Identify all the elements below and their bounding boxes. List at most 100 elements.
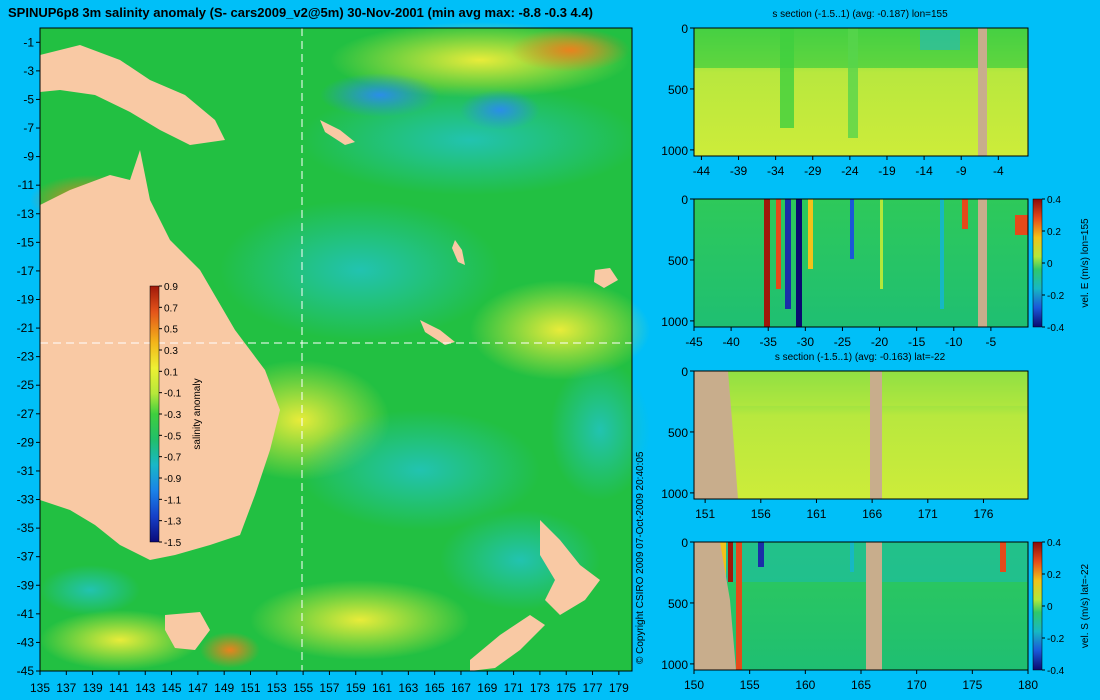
vel-e-colorbar-bar xyxy=(1032,198,1043,328)
section-x-tick-label: -29 xyxy=(804,164,822,178)
s-section-lon155-title: s section (-1.5..1) (avg: -0.187) lon=15… xyxy=(772,9,948,20)
section-x-tick-label: -24 xyxy=(841,164,859,178)
map-y-tick-label: -33 xyxy=(17,493,35,507)
salinity-colorbar-bar xyxy=(149,285,160,543)
map-x-tick-label: 165 xyxy=(425,681,445,695)
map-y-tick-label: -27 xyxy=(17,407,35,421)
vel-colorbar-tick-label: 0.2 xyxy=(1047,227,1061,238)
salinity-colorbar: 0.9 0.7 0.5 0.3 0.1 -0.1 -0.3 -0.5 -0.7 -0.9 -1.1 -… xyxy=(149,282,203,549)
section-x-tick-label: -34 xyxy=(767,164,785,178)
map-y-tick-label: -1 xyxy=(23,35,34,49)
vel-colorbar-tick-label: 0.4 xyxy=(1047,538,1061,549)
salinity-colorbar-tick-label: -0.3 xyxy=(164,410,182,421)
solomon-islands xyxy=(320,120,355,145)
salinity-colorbar-tick-label: -0.1 xyxy=(164,389,182,400)
section-y-tick-label: 0 xyxy=(681,193,688,207)
map-x-tick-label: 161 xyxy=(372,681,392,695)
tasmania xyxy=(165,612,210,650)
map-x-tick-label: 179 xyxy=(609,681,629,695)
vel-colorbar-tick-label: 0 xyxy=(1047,259,1053,270)
map-x-tick-label: 155 xyxy=(293,681,313,695)
vel-colorbar-tick-label: 0.2 xyxy=(1047,570,1061,581)
salinity-colorbar-tick-label: 0.5 xyxy=(164,325,178,336)
figure-title: SPINUP6p8 3m salinity anomaly (S- cars20… xyxy=(8,5,593,20)
map-x-tick-label: 167 xyxy=(451,681,471,695)
map-y-tick-label: -11 xyxy=(18,178,35,192)
map-x-tick-label: 143 xyxy=(135,681,155,695)
s-section-lat-22-panel: s section (-1.5..1) (avg: -0.163) lat=-2… xyxy=(661,352,1029,521)
salinity-colorbar-label: salinity anomaly xyxy=(192,378,203,449)
vel-colorbar-tick-label: -0.2 xyxy=(1047,291,1065,302)
section-y-tick-label: 500 xyxy=(668,426,688,440)
vel-s-lat-22-land-mid xyxy=(866,542,882,670)
map-y-tick-label: -37 xyxy=(17,550,35,564)
section-x-tick-label: -40 xyxy=(722,335,740,349)
section-x-tick-label: -10 xyxy=(945,335,963,349)
section-x-tick-label: 155 xyxy=(740,678,760,692)
vel-s-colorbar-label: vel. S (m/s) lat=-22 xyxy=(1080,563,1091,648)
map-y-tick-label: -21 xyxy=(17,321,35,335)
map-y-tick-label: -23 xyxy=(17,350,35,364)
section-x-tick-label: -4 xyxy=(993,164,1004,178)
new-zealand-north xyxy=(540,520,600,615)
map-y-tick-label: -5 xyxy=(23,92,34,106)
vel-e-lon155-land xyxy=(978,199,987,327)
section-y-tick-label: 1000 xyxy=(661,144,688,158)
australia xyxy=(40,150,280,560)
copyright-text: © Copyright CSIRO 2009 07-Oct-2009 20:40… xyxy=(635,451,646,664)
s-section-lat-22-land-west xyxy=(694,371,738,499)
section-y-tick-label: 1000 xyxy=(661,487,688,501)
vel-s-lat-22-field xyxy=(694,542,1028,670)
new-caledonia xyxy=(420,320,455,345)
vel-colorbar-tick-label: -0.4 xyxy=(1047,323,1065,334)
map-y-tick-label: -43 xyxy=(17,635,35,649)
map-y-tick-label: -7 xyxy=(23,121,34,135)
section-x-tick-label: 161 xyxy=(806,507,826,521)
salinity-colorbar-tick-label: 0.7 xyxy=(164,303,178,314)
vel-colorbar-tick-label: 0.4 xyxy=(1047,195,1061,206)
vel-colorbar-tick-label: -0.4 xyxy=(1047,666,1065,677)
section-x-tick-label: -25 xyxy=(834,335,852,349)
map-x-tick-label: 149 xyxy=(214,681,234,695)
map-x-tick-label: 145 xyxy=(162,681,182,695)
map-frame xyxy=(39,27,633,672)
map-y-tick-label: -45 xyxy=(17,664,35,678)
salinity-colorbar-tick-label: 0.3 xyxy=(164,346,178,357)
section-y-tick-label: 0 xyxy=(681,365,688,379)
section-x-tick-label: -15 xyxy=(908,335,926,349)
salinity-colorbar-tick-label: -1.1 xyxy=(164,495,182,506)
map-x-tick-label: 173 xyxy=(530,681,550,695)
vel-s-lat-22-panel: 150 155 160 165 170 175 180 0 500 1000 0.4 0.2 0 -0.… xyxy=(661,536,1091,692)
vanuatu xyxy=(452,240,465,265)
section-x-tick-label: 175 xyxy=(962,678,982,692)
salinity-colorbar-tick-label: -0.7 xyxy=(164,453,182,464)
salinity-colorbar-tick-label: -0.9 xyxy=(164,474,182,485)
map-x-tick-label: 177 xyxy=(583,681,603,695)
section-x-tick-label: -19 xyxy=(878,164,896,178)
vel-s-colorbar-ticks: 0.4 0.2 0 -0.2 -0.4 xyxy=(1042,538,1065,677)
map-x-tick-label: 153 xyxy=(267,681,287,695)
section-x-tick-label: 156 xyxy=(751,507,771,521)
s-section-lat-22-axes: 151 156 161 166 171 176 0 500 1000 xyxy=(661,365,994,521)
map-y-tick-label: -19 xyxy=(17,292,35,306)
vel-e-colorbar-ticks: 0.4 0.2 0 -0.2 -0.4 xyxy=(1042,195,1065,334)
section-y-tick-label: 500 xyxy=(668,597,688,611)
vel-e-colorbar-label: vel. E (m/s) lon=155 xyxy=(1080,218,1091,308)
map-x-axis: 135 137 139 141 143 145 147 149 151 153 155 157 159 1… xyxy=(30,671,629,695)
section-x-tick-label: 180 xyxy=(1018,678,1038,692)
salinity-colorbar-tick-label: 0.9 xyxy=(164,282,178,293)
section-x-tick-label: 170 xyxy=(907,678,927,692)
map-y-tick-label: -13 xyxy=(17,207,35,221)
new-guinea xyxy=(40,45,225,145)
map-y-tick-label: -41 xyxy=(17,607,35,621)
section-x-tick-label: -9 xyxy=(956,164,967,178)
map-x-tick-label: 157 xyxy=(319,681,339,695)
map-x-tick-label: 175 xyxy=(556,681,576,695)
section-y-tick-label: 0 xyxy=(681,22,688,36)
salinity-colorbar-tick-label: 0.1 xyxy=(164,367,178,378)
map-x-tick-label: 171 xyxy=(504,681,524,695)
section-x-tick-label: -45 xyxy=(685,335,703,349)
s-section-lon155-land xyxy=(978,28,987,156)
new-zealand-south xyxy=(470,615,545,671)
s-section-lat-22-land-mid xyxy=(870,371,882,499)
